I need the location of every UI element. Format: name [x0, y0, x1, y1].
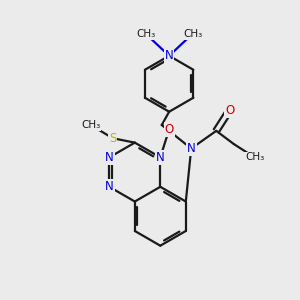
Text: CH₃: CH₃ [183, 29, 202, 39]
Text: CH₃: CH₃ [136, 29, 155, 39]
Text: CH₃: CH₃ [81, 120, 100, 130]
Text: N: N [156, 151, 165, 164]
Text: N: N [187, 142, 196, 155]
Text: O: O [164, 123, 174, 136]
Text: N: N [165, 49, 173, 62]
Text: O: O [225, 104, 234, 117]
Text: S: S [109, 132, 116, 145]
Text: N: N [105, 180, 114, 193]
Text: CH₃: CH₃ [245, 152, 264, 162]
Text: N: N [105, 151, 114, 164]
